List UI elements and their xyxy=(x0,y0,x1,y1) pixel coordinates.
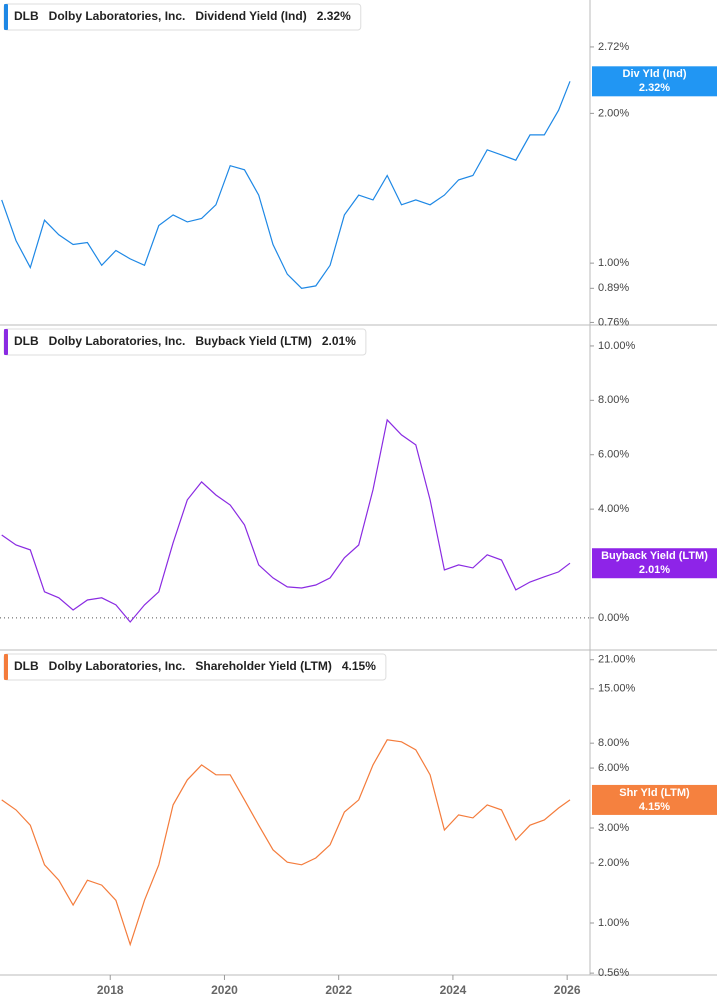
y-tick-label: 8.00% xyxy=(598,394,629,406)
y-tick-label: 0.89% xyxy=(598,282,629,294)
company-name: Dolby Laboratories, Inc. xyxy=(49,659,186,673)
y-tick-label: 8.00% xyxy=(598,737,629,749)
value-badge: Div Yld (Ind) 2.32% xyxy=(592,66,717,97)
x-tick-label: 2024 xyxy=(440,983,467,997)
y-tick-label: 0.00% xyxy=(598,612,629,624)
legend-swatch xyxy=(4,329,8,355)
ticker: DLB xyxy=(14,334,39,348)
value-badge: Shr Yld (LTM) 4.15% xyxy=(592,784,717,815)
series-line xyxy=(1,81,571,289)
value-badge: Buyback Yield (LTM) 2.01% xyxy=(592,548,717,579)
x-tick-label: 2020 xyxy=(211,983,238,997)
legend-value: 2.01% xyxy=(322,334,356,348)
x-tick-label: 2026 xyxy=(554,983,581,997)
series-line xyxy=(1,418,571,623)
company-name: Dolby Laboratories, Inc. xyxy=(49,334,186,348)
legend-value: 2.32% xyxy=(317,9,351,23)
legend-label: Shareholder Yield (LTM) xyxy=(195,659,331,673)
legend-label: Dividend Yield (Ind) xyxy=(195,9,306,23)
y-tick-label: 4.00% xyxy=(598,503,629,515)
ticker: DLB xyxy=(14,659,39,673)
y-tick-label: 2.00% xyxy=(598,857,629,869)
y-tick-label: 3.00% xyxy=(598,822,629,834)
ticker: DLB xyxy=(14,9,39,23)
badge-value: 2.01% xyxy=(639,564,670,576)
y-tick-label: 2.00% xyxy=(598,107,629,119)
company-name: Dolby Laboratories, Inc. xyxy=(49,9,186,23)
y-tick-label: 0.76% xyxy=(598,316,629,328)
badge-box xyxy=(592,784,717,815)
y-tick-label: 1.00% xyxy=(598,257,629,269)
y-tick-label: 10.00% xyxy=(598,340,636,352)
y-tick-label: 6.00% xyxy=(598,449,629,461)
legend-header: DLB Dolby Laboratories, Inc. Shareholder Y… xyxy=(3,653,387,681)
badge-box xyxy=(592,548,717,579)
y-tick-label: 0.56% xyxy=(598,967,629,979)
badge-value: 2.32% xyxy=(639,82,670,94)
legend-swatch xyxy=(4,654,8,680)
y-tick-label: 2.72% xyxy=(598,41,629,53)
x-tick-label: 2022 xyxy=(325,983,352,997)
y-tick-label: 15.00% xyxy=(598,683,636,695)
y-tick-label: 1.00% xyxy=(598,917,629,929)
badge-label: Buyback Yield (LTM) xyxy=(601,550,708,562)
x-tick-label: 2018 xyxy=(97,983,124,997)
badge-value: 4.15% xyxy=(639,801,670,813)
badge-label: Shr Yld (LTM) xyxy=(619,787,690,799)
legend-header: DLB Dolby Laboratories, Inc. Buyback Yield… xyxy=(3,328,367,356)
y-tick-label: 21.00% xyxy=(598,654,636,666)
legend-swatch xyxy=(4,4,8,30)
series-line xyxy=(1,739,571,947)
legend-value: 4.15% xyxy=(342,659,376,673)
badge-label: Div Yld (Ind) xyxy=(623,68,687,80)
badge-box xyxy=(592,66,717,97)
legend-header: DLB Dolby Laboratories, Inc. Dividend Yiel… xyxy=(3,3,362,31)
y-tick-label: 6.00% xyxy=(598,762,629,774)
legend-label: Buyback Yield (LTM) xyxy=(195,334,311,348)
